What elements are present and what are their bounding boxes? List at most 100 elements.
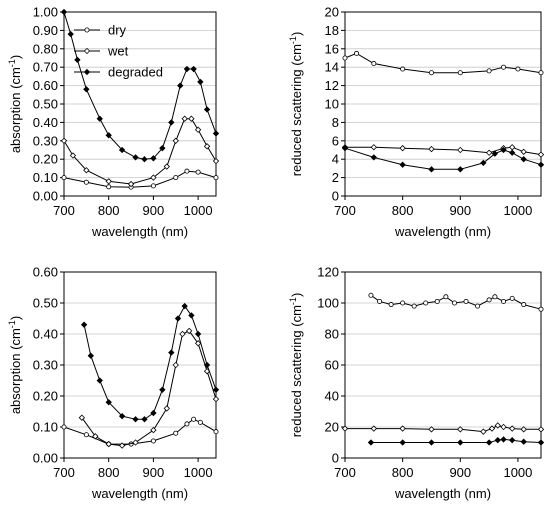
data-point-degraded — [485, 439, 493, 446]
data-point-dry — [463, 298, 469, 304]
data-point-degraded — [132, 154, 139, 161]
series-dry — [61, 416, 219, 447]
data-point-dry — [191, 416, 197, 422]
legend-label-dry: dry — [108, 23, 127, 38]
y-tick-label: 18 — [325, 23, 339, 38]
data-point-dry — [538, 70, 544, 76]
data-point-wet — [520, 148, 527, 156]
data-point-dry — [400, 300, 406, 306]
chart-panel-1: 0.00 0.10 0.20 0.30 0.40 0.50 0.60 0.70 0.80 0.90… — [7, 5, 220, 239]
data-point-degraded — [80, 321, 88, 328]
x-axis-label: wavelength (nm) — [91, 486, 188, 501]
y-axis-label-end: ) — [289, 32, 304, 36]
data-point-degraded — [480, 159, 487, 167]
data-point-degraded — [150, 409, 157, 417]
data-point-wet — [78, 414, 86, 421]
y-axis-label: reduced scattering (cm-1) — [288, 293, 304, 438]
y-axis-label: reduced scattering (cm-1) — [288, 32, 304, 177]
data-point-degraded — [367, 439, 375, 446]
data-point-wet — [537, 426, 545, 433]
y-tick-label: 80 — [325, 327, 339, 342]
data-point-wet — [92, 433, 99, 440]
data-point-degraded — [203, 361, 211, 369]
series-degraded — [367, 436, 545, 446]
data-point-degraded — [212, 130, 220, 137]
data-point-degraded — [520, 156, 527, 163]
data-point-degraded — [150, 155, 157, 162]
data-point-degraded — [174, 315, 182, 322]
data-point-wet — [105, 440, 112, 448]
data-point-wet — [370, 425, 377, 432]
data-point-dry — [195, 169, 201, 175]
data-point-wet — [188, 115, 195, 122]
data-point-wet — [186, 327, 193, 335]
data-point-dry — [184, 421, 190, 427]
data-point-degraded — [60, 8, 68, 16]
data-point-degraded — [96, 377, 103, 384]
data-point-dry — [457, 70, 463, 76]
data-point-degraded — [428, 166, 435, 173]
data-point-dry — [213, 175, 219, 181]
legend-marker-wet — [83, 47, 91, 55]
data-point-wet — [194, 340, 202, 347]
data-point-wet — [428, 145, 435, 153]
data-point-wet — [428, 426, 435, 433]
y-tick-label: 0.80 — [33, 41, 58, 56]
legend-label-wet: wet — [107, 44, 129, 59]
series-dry — [368, 292, 544, 312]
data-point-degraded — [67, 30, 74, 38]
data-point-degraded — [457, 166, 464, 173]
data-point-degraded — [399, 439, 406, 446]
data-point-wet — [399, 425, 406, 432]
y-axis-label-main: absorption (cm — [8, 328, 23, 414]
data-point-dry — [61, 424, 67, 430]
data-point-wet — [494, 422, 501, 429]
y-tick-label: 14 — [325, 60, 339, 75]
y-tick-label: 0.50 — [33, 97, 58, 112]
y-tick-label: 0.60 — [33, 78, 58, 93]
x-axis-label: wavelength (nm) — [394, 224, 491, 239]
y-tick-label: 40 — [325, 389, 339, 404]
data-point-degraded — [83, 86, 90, 93]
y-tick-label: 0.90 — [33, 23, 58, 38]
data-point-wet — [163, 163, 170, 170]
data-point-dry — [354, 50, 360, 56]
data-point-degraded — [190, 65, 197, 73]
x-tick-label: 900 — [143, 465, 165, 480]
data-point-dry — [106, 184, 112, 190]
y-axis-label-main: absorption (cm — [8, 67, 23, 153]
x-axis-label: wavelength (nm) — [394, 486, 491, 501]
plot-frame — [63, 271, 217, 459]
series-degraded — [80, 302, 220, 423]
data-point-degraded — [537, 161, 545, 168]
y-tick-label: 2 — [332, 170, 339, 185]
data-point-wet — [150, 426, 157, 434]
x-tick-label: 1000 — [503, 203, 532, 218]
y-tick-label: 16 — [325, 41, 339, 56]
data-point-wet — [537, 151, 545, 158]
legend-marker-degraded — [83, 68, 91, 76]
y-tick-label: 60 — [325, 358, 339, 373]
data-point-dry — [428, 70, 434, 76]
data-point-dry — [521, 302, 527, 308]
y-axis-label-superscript: -1 — [288, 297, 298, 305]
x-tick-label: 800 — [392, 465, 414, 480]
data-point-wet — [127, 180, 135, 188]
x-tick-label: 1000 — [184, 465, 213, 480]
x-tick-label: 900 — [143, 203, 165, 218]
y-tick-label: 0.10 — [33, 170, 58, 185]
data-point-degraded — [188, 312, 195, 319]
data-point-dry — [492, 294, 498, 300]
series-line-dry — [63, 170, 217, 188]
data-point-dry — [452, 300, 458, 306]
data-point-wet — [118, 442, 126, 449]
data-point-wet — [488, 425, 496, 432]
plot-frame — [344, 11, 542, 197]
data-point-degraded — [118, 146, 126, 154]
data-point-degraded — [132, 416, 139, 423]
data-point-dry — [61, 175, 67, 181]
y-axis-label-main: reduced scattering (cm — [289, 305, 304, 437]
data-point-dry — [150, 183, 156, 189]
data-point-wet — [179, 330, 186, 338]
y-axis-label-end: ) — [8, 316, 23, 320]
